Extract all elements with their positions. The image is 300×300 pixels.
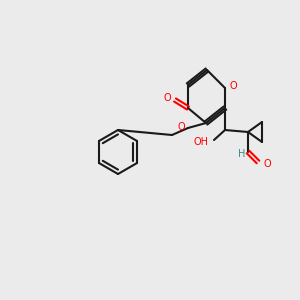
Text: OH: OH: [193, 137, 208, 147]
Text: H: H: [238, 149, 246, 159]
Text: O: O: [177, 122, 185, 132]
Text: O: O: [164, 93, 171, 103]
Text: O: O: [229, 81, 237, 91]
Text: O: O: [263, 159, 271, 169]
